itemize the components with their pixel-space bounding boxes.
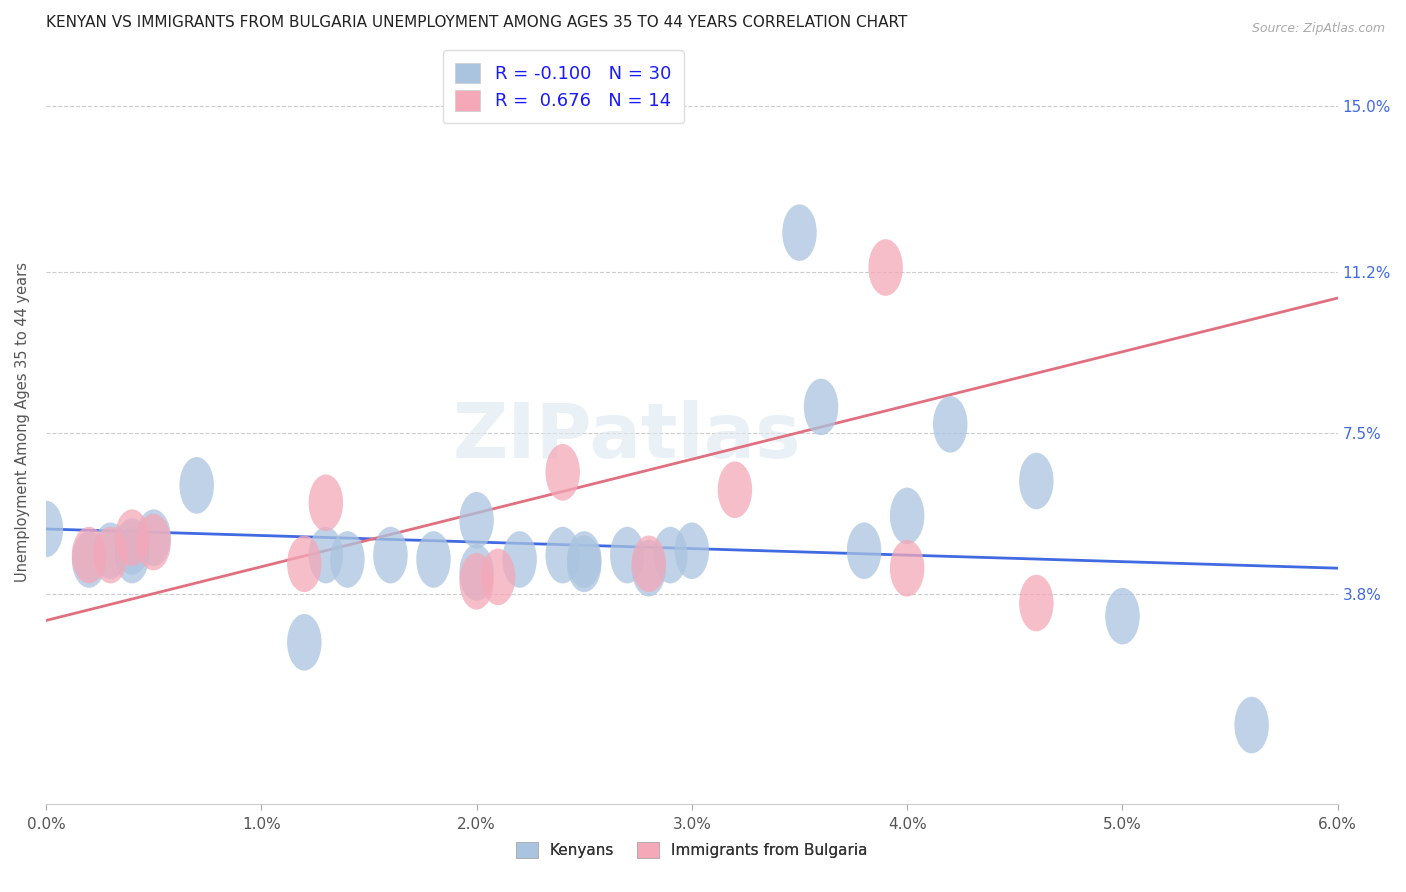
Y-axis label: Unemployment Among Ages 35 to 44 years: Unemployment Among Ages 35 to 44 years xyxy=(15,262,30,582)
Ellipse shape xyxy=(115,518,149,574)
Ellipse shape xyxy=(416,531,451,588)
Ellipse shape xyxy=(610,527,644,583)
Ellipse shape xyxy=(631,535,666,592)
Ellipse shape xyxy=(502,531,537,588)
Ellipse shape xyxy=(460,553,494,609)
Ellipse shape xyxy=(934,396,967,453)
Ellipse shape xyxy=(1019,574,1053,632)
Ellipse shape xyxy=(546,444,579,500)
Ellipse shape xyxy=(869,239,903,296)
Ellipse shape xyxy=(804,378,838,435)
Ellipse shape xyxy=(115,509,149,566)
Ellipse shape xyxy=(460,544,494,601)
Ellipse shape xyxy=(890,488,924,544)
Ellipse shape xyxy=(330,531,364,588)
Ellipse shape xyxy=(654,527,688,583)
Ellipse shape xyxy=(675,523,709,579)
Ellipse shape xyxy=(460,491,494,549)
Ellipse shape xyxy=(890,540,924,597)
Legend: Kenyans, Immigrants from Bulgaria: Kenyans, Immigrants from Bulgaria xyxy=(510,837,873,864)
Ellipse shape xyxy=(567,531,602,588)
Ellipse shape xyxy=(115,527,149,583)
Ellipse shape xyxy=(180,457,214,514)
Ellipse shape xyxy=(846,523,882,579)
Ellipse shape xyxy=(72,527,107,583)
Text: KENYAN VS IMMIGRANTS FROM BULGARIA UNEMPLOYMENT AMONG AGES 35 TO 44 YEARS CORREL: KENYAN VS IMMIGRANTS FROM BULGARIA UNEMP… xyxy=(46,15,907,30)
Ellipse shape xyxy=(309,527,343,583)
Ellipse shape xyxy=(93,527,128,583)
Ellipse shape xyxy=(309,475,343,531)
Ellipse shape xyxy=(1234,697,1268,754)
Ellipse shape xyxy=(481,549,516,606)
Ellipse shape xyxy=(28,500,63,558)
Ellipse shape xyxy=(287,614,322,671)
Ellipse shape xyxy=(567,535,602,592)
Ellipse shape xyxy=(1105,588,1140,644)
Ellipse shape xyxy=(546,527,579,583)
Ellipse shape xyxy=(782,204,817,261)
Ellipse shape xyxy=(136,509,172,566)
Ellipse shape xyxy=(287,535,322,592)
Text: Source: ZipAtlas.com: Source: ZipAtlas.com xyxy=(1251,22,1385,36)
Ellipse shape xyxy=(717,461,752,518)
Text: ZIPatlas: ZIPatlas xyxy=(453,401,801,475)
Ellipse shape xyxy=(136,514,172,570)
Ellipse shape xyxy=(93,523,128,579)
Ellipse shape xyxy=(631,540,666,597)
Ellipse shape xyxy=(1019,453,1053,509)
Ellipse shape xyxy=(373,527,408,583)
Ellipse shape xyxy=(72,531,107,588)
